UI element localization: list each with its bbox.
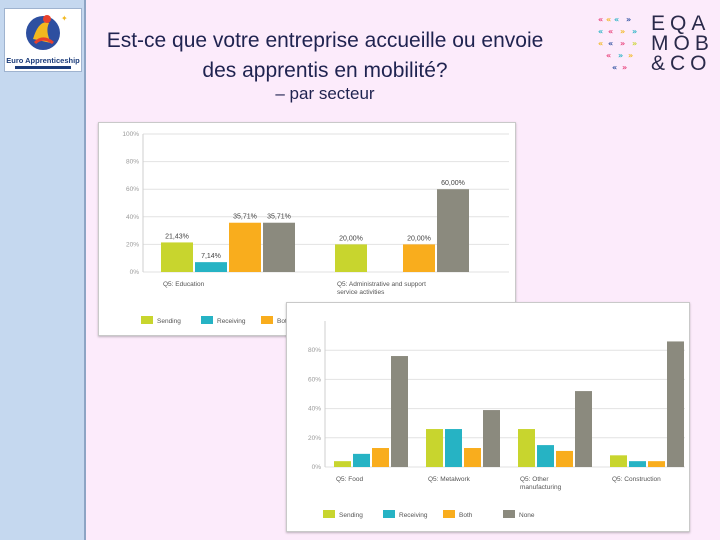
logo-figure-icon: ✦ — [26, 14, 68, 50]
svg-text:»: » — [628, 51, 633, 60]
svg-text:»: » — [618, 51, 623, 60]
bar-none-1 — [437, 189, 469, 272]
svg-text:✦: ✦ — [61, 14, 68, 23]
svg-text:»: » — [632, 39, 637, 48]
logo-underline — [15, 66, 71, 69]
svg-text:«: « — [612, 63, 617, 72]
y-tick-label: 60% — [308, 376, 321, 383]
y-tick-label: 0% — [312, 464, 322, 471]
logo-text: Euro Apprenticeship — [6, 56, 80, 65]
legend-label: Sending — [157, 318, 181, 325]
category-label: Q5: Construction — [612, 476, 661, 483]
bar-receiving-0 — [353, 453, 370, 467]
eqamob-arrows-icon: «««» ««»» ««»» «»» «» — [598, 15, 637, 72]
legend-swatch-sending — [323, 510, 335, 518]
svg-text:«: « — [598, 27, 603, 36]
legend-label: Receiving — [399, 512, 428, 519]
y-tick-label: 60% — [126, 186, 139, 193]
legend-swatch-receiving — [201, 316, 213, 324]
category-label: service activities — [337, 289, 385, 296]
y-tick-label: 40% — [308, 406, 321, 413]
bar-both-1 — [403, 244, 435, 272]
bar-both-3 — [648, 461, 665, 467]
svg-text:»: » — [620, 39, 625, 48]
legend-swatch-receiving — [383, 510, 395, 518]
slide-subtitle: – par secteur — [275, 84, 375, 103]
bar-sending-1 — [426, 429, 443, 467]
chart-panel-education-admin: 0% 20% 40% 60% 80% 100% 21,43% 7,14% 35,71% 35,71… — [98, 122, 516, 336]
svg-text:«: « — [608, 27, 613, 36]
category-label: manufacturing — [520, 484, 562, 491]
legend-label: Both — [459, 512, 473, 519]
left-sidebar: ✦ Euro Apprenticeship — [0, 0, 86, 540]
legend-swatch-none — [503, 510, 515, 518]
y-tick-label: 0% — [130, 269, 140, 276]
category-label: Q5: Other — [520, 476, 549, 483]
eqamob-wordmark: EQA MOB &CO — [651, 12, 714, 75]
y-tick-label: 20% — [126, 241, 139, 248]
legend-swatch-sending — [141, 316, 153, 324]
category-label: Q5: Administrative and support — [337, 281, 426, 288]
bar-both-0 — [229, 222, 261, 272]
bar-none-0 — [263, 222, 295, 272]
eqamob-line-1: EQA — [651, 12, 711, 35]
legend-swatch-both — [443, 510, 455, 518]
svg-text:«: « — [598, 15, 603, 24]
legend-label: None — [519, 512, 535, 519]
bar-sending-2 — [518, 429, 535, 467]
legend-swatch-both — [261, 316, 273, 324]
svg-text:«: « — [598, 39, 603, 48]
bar-chart-2: 0% 20% 40% 60% 80% Q5: Food Q5: Metalwork Q5: O… — [308, 321, 685, 519]
data-label: 35,71% — [267, 214, 291, 221]
category-label: Q5: Food — [336, 476, 363, 483]
data-label: 20,00% — [407, 235, 431, 242]
slide-title: Est-ce que votre entreprise accueille ou… — [106, 29, 544, 82]
chart-panel-industry: 0% 20% 40% 60% 80% Q5: Food Q5: Metalwork Q5: O… — [286, 302, 690, 532]
bar-both-2 — [556, 450, 573, 467]
legend-label: Sending — [339, 512, 363, 519]
bar-receiving-2 — [537, 445, 554, 467]
category-label: Q5: Metalwork — [428, 476, 471, 483]
svg-text:»: » — [626, 15, 631, 24]
category-label: Q5: Education — [163, 281, 205, 288]
bar-sending-1 — [335, 244, 367, 272]
svg-text:»: » — [620, 27, 625, 36]
data-label: 7,14% — [201, 253, 221, 260]
y-tick-label: 80% — [308, 347, 321, 354]
y-tick-label: 40% — [126, 214, 139, 221]
data-label: 20,00% — [339, 235, 363, 242]
bar-receiving-1 — [445, 429, 462, 467]
data-label: 35,71% — [233, 214, 257, 221]
svg-text:«: « — [608, 39, 613, 48]
bar-sending-0 — [161, 242, 193, 272]
eqamob-line-2: MOB — [651, 32, 714, 55]
data-label: 60,00% — [441, 180, 465, 187]
data-label: 21,43% — [165, 233, 189, 240]
bar-both-1 — [464, 448, 481, 467]
y-tick-label: 100% — [122, 131, 139, 138]
bar-none-2 — [575, 391, 592, 467]
bar-none-3 — [667, 341, 684, 467]
bar-sending-0 — [334, 461, 351, 467]
legend-label: Both — [277, 318, 291, 325]
svg-text:»: » — [622, 63, 627, 72]
svg-text:»: » — [632, 27, 637, 36]
bar-none-1 — [483, 410, 500, 467]
bar-none-0 — [391, 356, 408, 467]
svg-text:«: « — [606, 51, 611, 60]
y-tick-label: 80% — [126, 159, 139, 166]
eqamob-line-3: &CO — [651, 52, 712, 75]
euro-apprenticeship-logo: ✦ Euro Apprenticeship — [4, 8, 82, 72]
bar-receiving-0 — [195, 262, 227, 272]
y-tick-label: 20% — [308, 435, 321, 442]
legend-label: Receiving — [217, 318, 246, 325]
bar-sending-3 — [610, 455, 627, 467]
bar-receiving-3 — [629, 461, 646, 467]
svg-text:«: « — [606, 15, 611, 24]
bar-both-0 — [372, 448, 389, 467]
svg-text:«: « — [614, 15, 619, 24]
